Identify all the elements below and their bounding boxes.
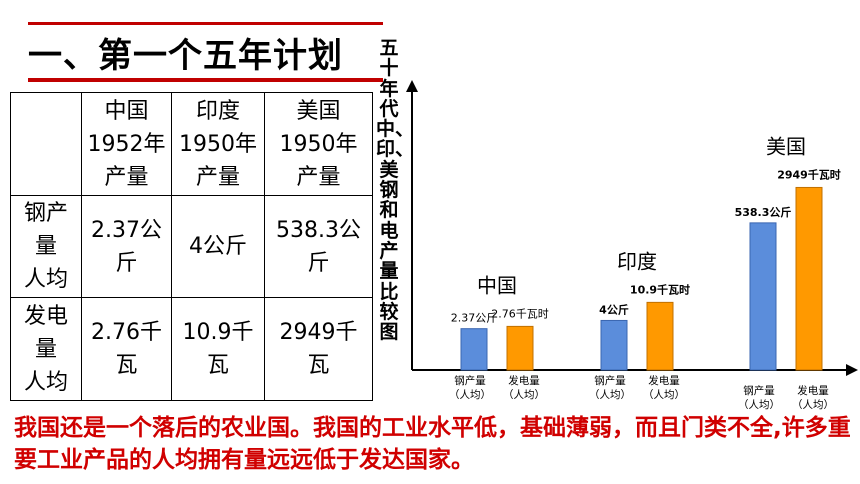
page-title: 一、第一个五年计划	[28, 36, 343, 76]
cell-elec-usa: 2949千 瓦	[264, 297, 373, 401]
cell-steel-india-text: 4公斤	[189, 234, 247, 259]
category-label-line: 钢产量	[743, 384, 775, 397]
label-electricity-1: 10.9千瓦时	[630, 282, 690, 296]
table-header-row: 中国 1952年 产量 印度 1950年 产量 美国 1950年 产量	[10, 92, 373, 196]
category-label-0-0: 钢产量 （人均）	[449, 374, 491, 401]
label-electricity-2: 2949千瓦时	[777, 167, 841, 181]
table-header-usa: 美国 1950年 产量	[264, 92, 373, 196]
cell-elec-china-text: 2.76千 瓦	[91, 320, 162, 378]
category-label-2-0: 钢产量 （人均）	[738, 384, 780, 411]
category-label-line: 发电量	[508, 374, 540, 387]
cell-steel-usa-text: 538.3公 斤	[276, 217, 361, 276]
cell-steel-china-text: 2.37公 斤	[91, 217, 162, 276]
label-steel-2: 538.3公斤	[735, 205, 792, 219]
table-header-china: 中国 1952年 产量	[81, 92, 172, 196]
category-label-line: （人均）	[738, 399, 780, 411]
category-label-line: （人均）	[792, 399, 834, 411]
row-label-steel: 钢产 量 人均	[10, 195, 82, 298]
country-label-2: 美国	[766, 134, 806, 158]
table-row: 钢产 量 人均 2.37公 斤 4公斤 538.3公 斤	[10, 195, 373, 298]
header-india-text: 印度 1950年 产量	[179, 98, 257, 190]
row-label-steel-text: 钢产 量 人均	[23, 201, 68, 292]
bar-electricity-0	[506, 325, 534, 371]
label-steel-1: 4公斤	[599, 302, 629, 316]
cell-steel-china: 2.37公 斤	[81, 195, 172, 298]
bar-electricity-1	[646, 301, 674, 371]
category-label-line: （人均）	[643, 389, 685, 401]
cell-elec-india: 10.9千 瓦	[171, 297, 265, 401]
category-label-line: 发电量	[648, 374, 680, 387]
bar-electricity-2	[795, 186, 823, 371]
cell-steel-india: 4公斤	[171, 195, 265, 298]
country-label-1: 印度	[617, 249, 657, 273]
cell-steel-usa: 538.3公 斤	[264, 195, 373, 298]
category-label-line: 钢产量	[594, 374, 626, 387]
country-label-0: 中国	[477, 273, 517, 297]
cell-elec-usa-text: 2949千 瓦	[279, 320, 358, 378]
cell-elec-china: 2.76千 瓦	[81, 297, 172, 401]
bar-steel-1	[600, 319, 628, 371]
table-header-india: 印度 1950年 产量	[171, 92, 265, 196]
category-label-1-0: 钢产量 （人均）	[589, 374, 631, 401]
cell-elec-india-text: 10.9千 瓦	[182, 320, 254, 378]
title-top-rule	[28, 22, 383, 25]
bar-steel-0	[460, 328, 488, 371]
footer-conclusion: 我国还是一个落后的农业国。我国的工业水平低，基础薄弱，而且门类不全,许多重要工业…	[14, 415, 851, 473]
header-usa-text: 美国 1950年 产量	[279, 98, 358, 190]
comparison-table: 中国 1952年 产量 印度 1950年 产量 美国 1950年 产量 钢产 量…	[10, 92, 373, 401]
bar-steel-2	[749, 222, 777, 371]
category-label-line: 钢产量	[454, 374, 486, 387]
header-china-text: 中国 1952年 产量	[87, 98, 166, 190]
category-label-line: （人均）	[503, 389, 545, 401]
label-steel-0: 2.37公斤	[451, 312, 498, 325]
row-label-electricity-text: 发电 量 人均	[23, 303, 68, 395]
category-label-1-1: 发电量 （人均）	[643, 374, 685, 401]
category-label-line: （人均）	[589, 389, 631, 401]
title-bottom-rule	[28, 78, 383, 82]
label-electricity-0: 2.76千瓦时	[491, 307, 549, 320]
category-label-2-1: 发电量 （人均）	[792, 384, 834, 411]
category-label-line: （人均）	[449, 389, 491, 401]
table-row: 发电 量 人均 2.76千 瓦 10.9千 瓦 2949千 瓦	[10, 297, 373, 401]
row-label-electricity: 发电 量 人均	[10, 297, 82, 401]
category-label-0-1: 发电量 （人均）	[503, 374, 545, 401]
category-label-line: 发电量	[797, 384, 829, 397]
